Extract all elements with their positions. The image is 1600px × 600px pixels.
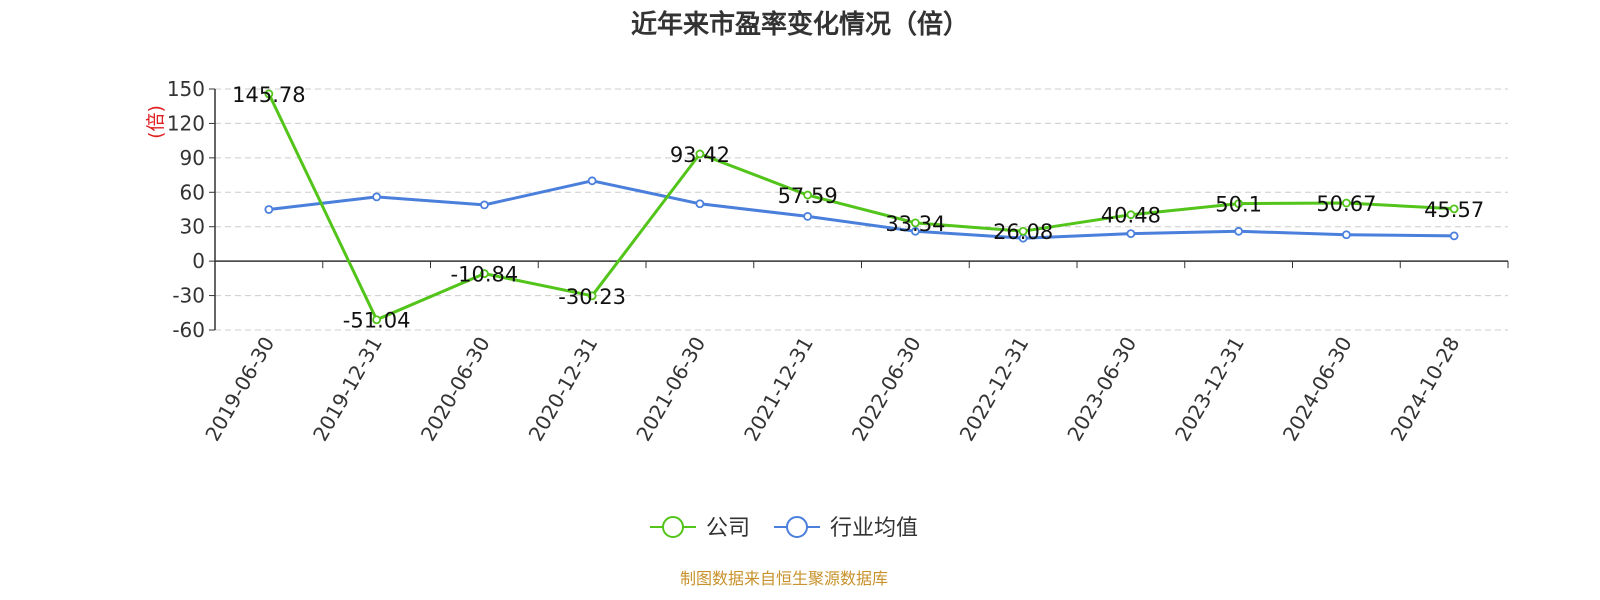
data-point-1[interactable]	[803, 211, 813, 221]
x-tick-label: 2019-12-31	[308, 333, 387, 446]
data-point-1[interactable]	[1234, 226, 1244, 236]
legend-item-1[interactable]: 行业均值	[774, 516, 918, 541]
data-point-1[interactable]	[910, 226, 920, 236]
data-point-0[interactable]	[1126, 210, 1136, 220]
y-tick-label: -30	[172, 284, 205, 308]
series-lines	[264, 89, 1459, 325]
data-label: 145.78	[232, 83, 305, 107]
chart-title: 近年来市盈率变化情况（倍）	[631, 9, 969, 40]
x-tick-label: 2020-06-30	[416, 333, 495, 446]
data-point-1[interactable]	[264, 205, 274, 214]
x-tick-label: 2021-06-30	[631, 333, 710, 446]
series-line-0	[267, 93, 1455, 322]
data-point-0[interactable]	[479, 269, 489, 278]
y-tick-label: 60	[180, 180, 205, 204]
data-point-1[interactable]	[1341, 230, 1351, 240]
data-point-0[interactable]	[264, 89, 274, 99]
data-point-1[interactable]	[695, 199, 705, 209]
data-point-1[interactable]	[1449, 231, 1459, 241]
data-labels: 145.78 -51.04 -10.84 -30.23 93.42 57.59 33.34 2…	[232, 83, 1484, 333]
data-point-0[interactable]	[587, 291, 597, 301]
data-label: 50.1	[1215, 193, 1262, 217]
source-note: 制图数据来自恒生聚源数据库	[680, 569, 888, 588]
x-tick-label: 2022-06-30	[847, 333, 926, 446]
x-tick-label: 2022-12-31	[955, 333, 1034, 446]
data-point-1[interactable]	[372, 192, 382, 202]
data-label: 26.08	[993, 220, 1053, 244]
data-point-0[interactable]	[1449, 204, 1459, 214]
y-tick-label: 120	[167, 111, 205, 135]
data-point-0[interactable]	[910, 218, 920, 228]
y-tick-label: 0	[192, 249, 205, 273]
data-label: 33.34	[885, 212, 945, 236]
y-tick-label: 90	[180, 146, 205, 170]
data-label: 45.57	[1424, 198, 1484, 222]
y-tick-label: -60	[172, 318, 205, 342]
data-point-1[interactable]	[479, 200, 489, 210]
y-tick-label: 150	[167, 77, 205, 101]
data-point-0[interactable]	[695, 149, 705, 159]
data-label: 93.42	[670, 143, 730, 167]
x-tick-label: 2023-06-30	[1062, 333, 1141, 446]
y-axis-label: (倍)	[145, 105, 167, 139]
x-tick-label: 2024-10-28	[1386, 333, 1465, 446]
legend-marker	[786, 516, 808, 538]
data-label: -30.23	[558, 285, 626, 309]
legend-marker	[662, 516, 684, 538]
data-label: 57.59	[778, 184, 838, 208]
legend-label: 行业均值	[830, 516, 918, 541]
y-tick-label: 30	[180, 215, 205, 239]
data-label: -51.04	[343, 309, 411, 333]
data-label: 50.67	[1316, 192, 1376, 216]
data-label: -10.84	[451, 263, 519, 287]
x-tick-label: 2019-06-30	[200, 333, 279, 446]
data-point-0[interactable]	[803, 190, 813, 200]
data-label: 40.48	[1101, 204, 1161, 228]
data-point-0[interactable]	[1341, 198, 1351, 208]
x-tick-label: 2020-12-31	[524, 333, 603, 446]
legend-item-0[interactable]: 公司	[650, 516, 750, 541]
x-tick-label: 2021-12-31	[739, 333, 818, 446]
data-point-1[interactable]	[1126, 229, 1136, 239]
x-tick-label: 2023-12-31	[1170, 333, 1249, 446]
data-point-0[interactable]	[372, 315, 382, 325]
data-point-0[interactable]	[1234, 199, 1244, 209]
x-tick-label: 2024-06-30	[1278, 333, 1357, 446]
data-point-0[interactable]	[1018, 226, 1028, 236]
legend[interactable]: 公司 行业均值	[650, 516, 918, 541]
legend-label: 公司	[706, 516, 750, 541]
data-point-1[interactable]	[587, 176, 597, 186]
series-line-1	[268, 179, 1455, 240]
